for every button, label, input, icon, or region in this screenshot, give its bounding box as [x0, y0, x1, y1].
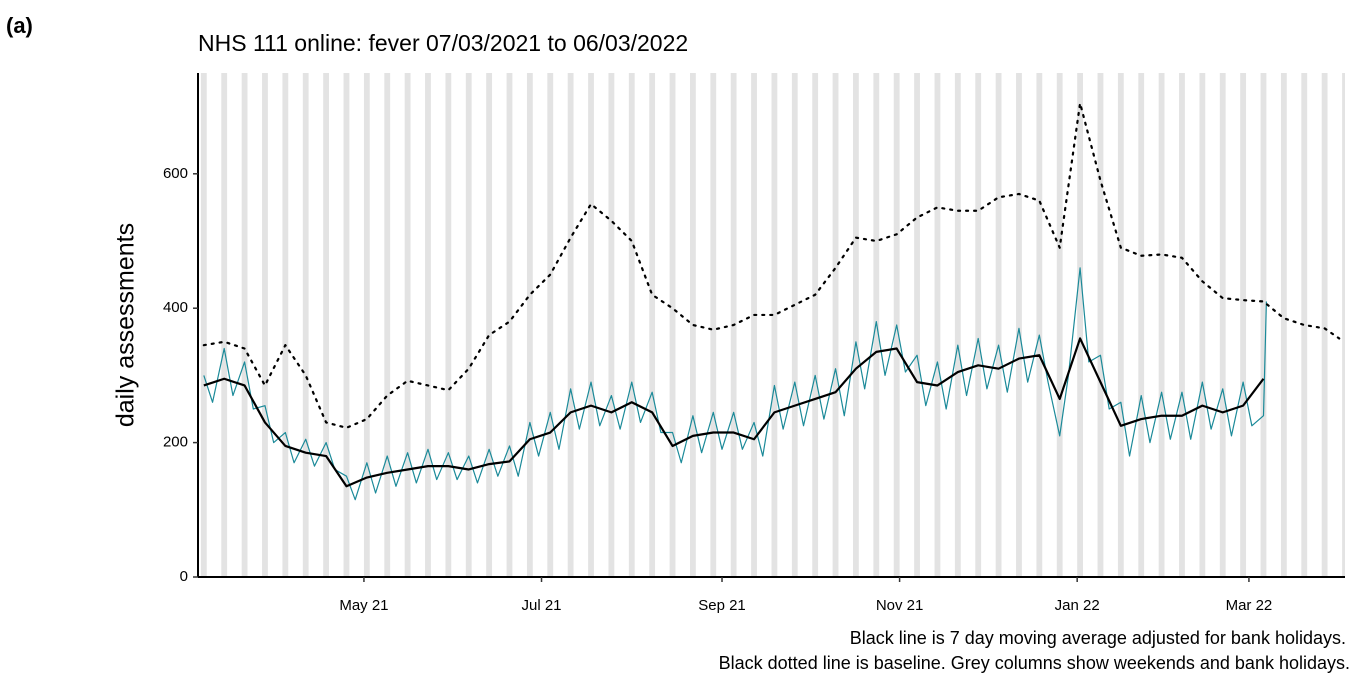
y-tick-label: 200 — [163, 434, 188, 451]
caption: Black line is 7 day moving average adjus… — [850, 628, 1346, 648]
weekend-column — [934, 73, 941, 577]
weekend-column — [853, 73, 859, 577]
weekend-column — [363, 73, 370, 577]
weekend-column — [445, 73, 452, 577]
weekend-column — [425, 73, 431, 577]
weekend-column — [975, 73, 982, 577]
weekend-column — [1056, 73, 1063, 577]
weekend-column — [262, 73, 268, 577]
weekend-column — [323, 73, 330, 577]
weekend-column — [1342, 73, 1345, 577]
weekend-column — [1016, 73, 1022, 577]
weekend-column — [812, 73, 819, 577]
weekend-column — [384, 73, 391, 577]
weekend-column — [791, 73, 798, 577]
weekend-column — [526, 73, 533, 577]
weekend-column — [1097, 73, 1104, 577]
weekend-column — [710, 73, 717, 577]
weekend-column — [1158, 73, 1165, 577]
weekend-column — [302, 73, 309, 577]
y-tick-label: 600 — [163, 165, 188, 182]
weekend-column — [995, 73, 1002, 577]
weekend-column — [1077, 73, 1083, 577]
weekend-column — [1199, 73, 1206, 577]
weekend-column — [1138, 73, 1145, 577]
weekend-column — [1036, 73, 1043, 577]
weekend-column — [608, 73, 615, 577]
weekend-column — [588, 73, 594, 577]
weekend-column — [241, 73, 248, 577]
x-tick-label: Mar 22 — [1226, 597, 1273, 614]
x-tick-label: Nov 21 — [876, 597, 924, 614]
x-tick-label: Sep 21 — [698, 597, 746, 614]
weekend-column — [954, 73, 961, 577]
weekend-column — [771, 73, 778, 577]
weekend-column — [649, 73, 656, 577]
y-tick-label: 0 — [180, 568, 188, 585]
weekend-column — [404, 73, 411, 577]
weekend-column — [1301, 73, 1308, 577]
series-line — [203, 337, 1265, 488]
weekend-column — [547, 73, 554, 577]
weekend-column — [628, 73, 635, 577]
x-tick-label: Jul 21 — [522, 597, 562, 614]
weekend-column — [343, 73, 350, 577]
plot-area — [200, 73, 1345, 577]
weekend-column — [200, 73, 207, 577]
y-tick-label: 400 — [163, 299, 188, 316]
chart-title: NHS 111 online: fever 07/03/2021 to 06/0… — [198, 30, 688, 56]
weekend-column — [1260, 73, 1267, 577]
weekend-column — [669, 73, 676, 577]
weekend-column — [221, 73, 228, 577]
weekend-column — [465, 73, 472, 577]
weekend-column — [1321, 73, 1328, 577]
weekend-column — [1240, 73, 1247, 577]
weekend-column — [1179, 73, 1185, 577]
y-axis-label: daily assessments — [112, 223, 140, 427]
weekend-column — [1117, 73, 1124, 577]
caption: Black dotted line is baseline. Grey colu… — [719, 653, 1350, 673]
weekend-column — [914, 73, 920, 577]
weekend-column — [567, 73, 574, 577]
panel-label: (a) — [6, 13, 33, 38]
weekend-column — [506, 73, 513, 577]
x-tick-label: Jan 22 — [1055, 597, 1100, 614]
weekend-column — [282, 73, 289, 577]
weekend-column — [1219, 73, 1226, 577]
weekend-column — [832, 73, 839, 577]
weekend-column — [1280, 73, 1287, 577]
x-tick-label: May 21 — [339, 597, 388, 614]
weekend-column — [751, 73, 757, 577]
weekend-column — [486, 73, 493, 577]
